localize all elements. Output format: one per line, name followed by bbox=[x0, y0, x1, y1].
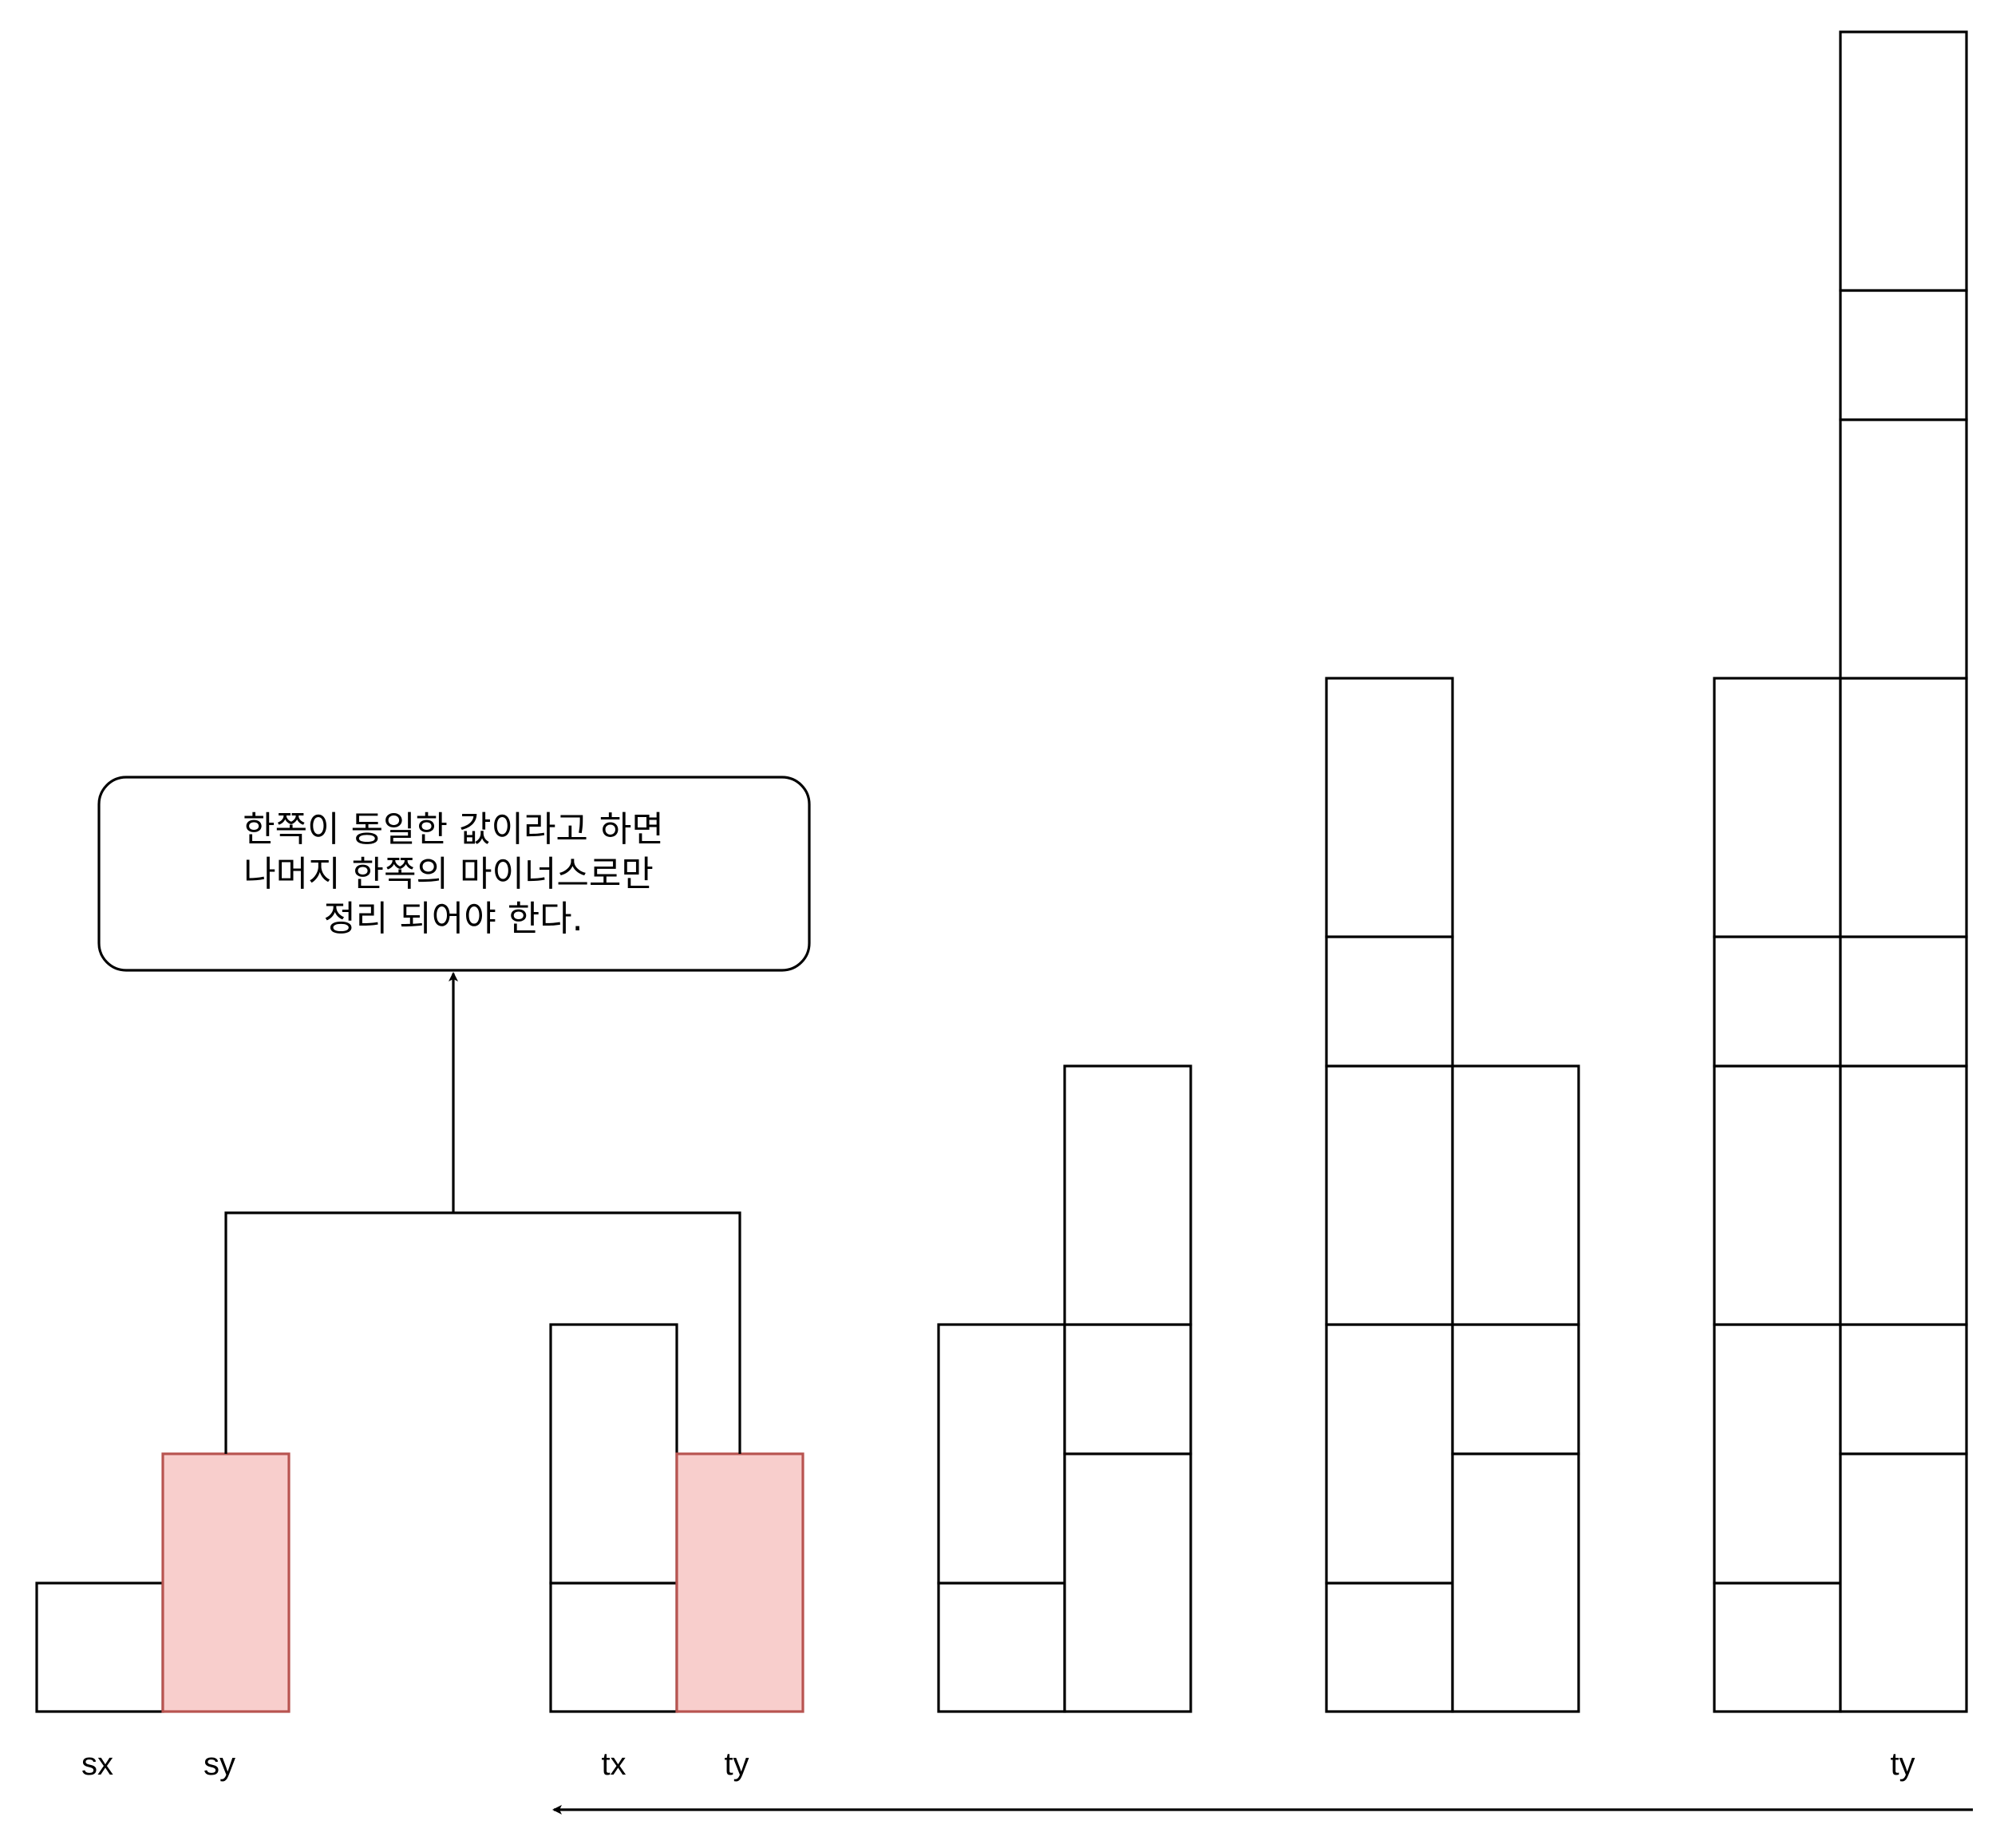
tx-cell bbox=[549, 1581, 678, 1713]
group-sx-sy bbox=[35, 1452, 291, 1713]
right-stack-cell bbox=[1451, 1064, 1580, 1326]
left-stack-cell bbox=[1713, 1323, 1842, 1585]
left-stack-cell bbox=[1713, 935, 1842, 1068]
sy-cell-highlighted bbox=[161, 1452, 291, 1713]
right-stack-cell bbox=[1839, 418, 1968, 680]
left-stack-cell bbox=[1325, 1323, 1454, 1585]
group-step-3 bbox=[937, 1064, 1192, 1713]
right-stack-cell bbox=[1839, 30, 1968, 292]
left-stack-cell bbox=[1325, 1581, 1454, 1713]
right-stack-cell bbox=[1451, 1452, 1580, 1713]
group-step-5 bbox=[1713, 30, 1968, 1713]
label-sx: sx bbox=[81, 1747, 113, 1782]
group-step-4 bbox=[1325, 677, 1580, 1713]
tx-cell bbox=[549, 1323, 678, 1585]
right-stack-cell bbox=[1839, 677, 1968, 938]
right-stack-cell bbox=[1063, 1452, 1192, 1713]
left-stack-cell bbox=[1325, 935, 1454, 1068]
label-ty-end: ty bbox=[1890, 1747, 1915, 1782]
right-stack-cell bbox=[1839, 1323, 1968, 1455]
note-box bbox=[97, 776, 811, 972]
left-stack-cell bbox=[1325, 677, 1454, 938]
left-stack-cell bbox=[1713, 1064, 1842, 1326]
merge-connector bbox=[224, 1211, 741, 1454]
right-stack-cell bbox=[1839, 289, 1968, 421]
label-tx: tx bbox=[601, 1747, 626, 1782]
label-sy: sy bbox=[204, 1747, 235, 1782]
ty-cell-highlighted bbox=[675, 1452, 804, 1713]
left-stack-cell bbox=[937, 1581, 1066, 1713]
right-stack-cell bbox=[1839, 1064, 1968, 1326]
label-ty: ty bbox=[724, 1747, 749, 1782]
right-stack-cell bbox=[1451, 1323, 1580, 1455]
group-tx-ty bbox=[549, 1323, 804, 1713]
note-line-2: 나머지 한쪽의 마이너스로만 bbox=[243, 854, 654, 894]
right-stack-cell bbox=[1839, 935, 1968, 1068]
note-line-3: 정리 되어야 한다. bbox=[323, 898, 583, 939]
right-stack-cell bbox=[1063, 1323, 1192, 1455]
right-stack-cell bbox=[1839, 1452, 1968, 1713]
left-stack-cell bbox=[1713, 677, 1842, 938]
left-stack-cell bbox=[937, 1323, 1066, 1585]
left-stack-cell bbox=[1325, 1064, 1454, 1326]
right-stack-cell bbox=[1063, 1064, 1192, 1326]
sx-cell bbox=[35, 1581, 164, 1713]
left-stack-cell bbox=[1713, 1581, 1842, 1713]
note-line-1: 한쪽이 동일한 값이라고 하면 bbox=[243, 809, 664, 850]
